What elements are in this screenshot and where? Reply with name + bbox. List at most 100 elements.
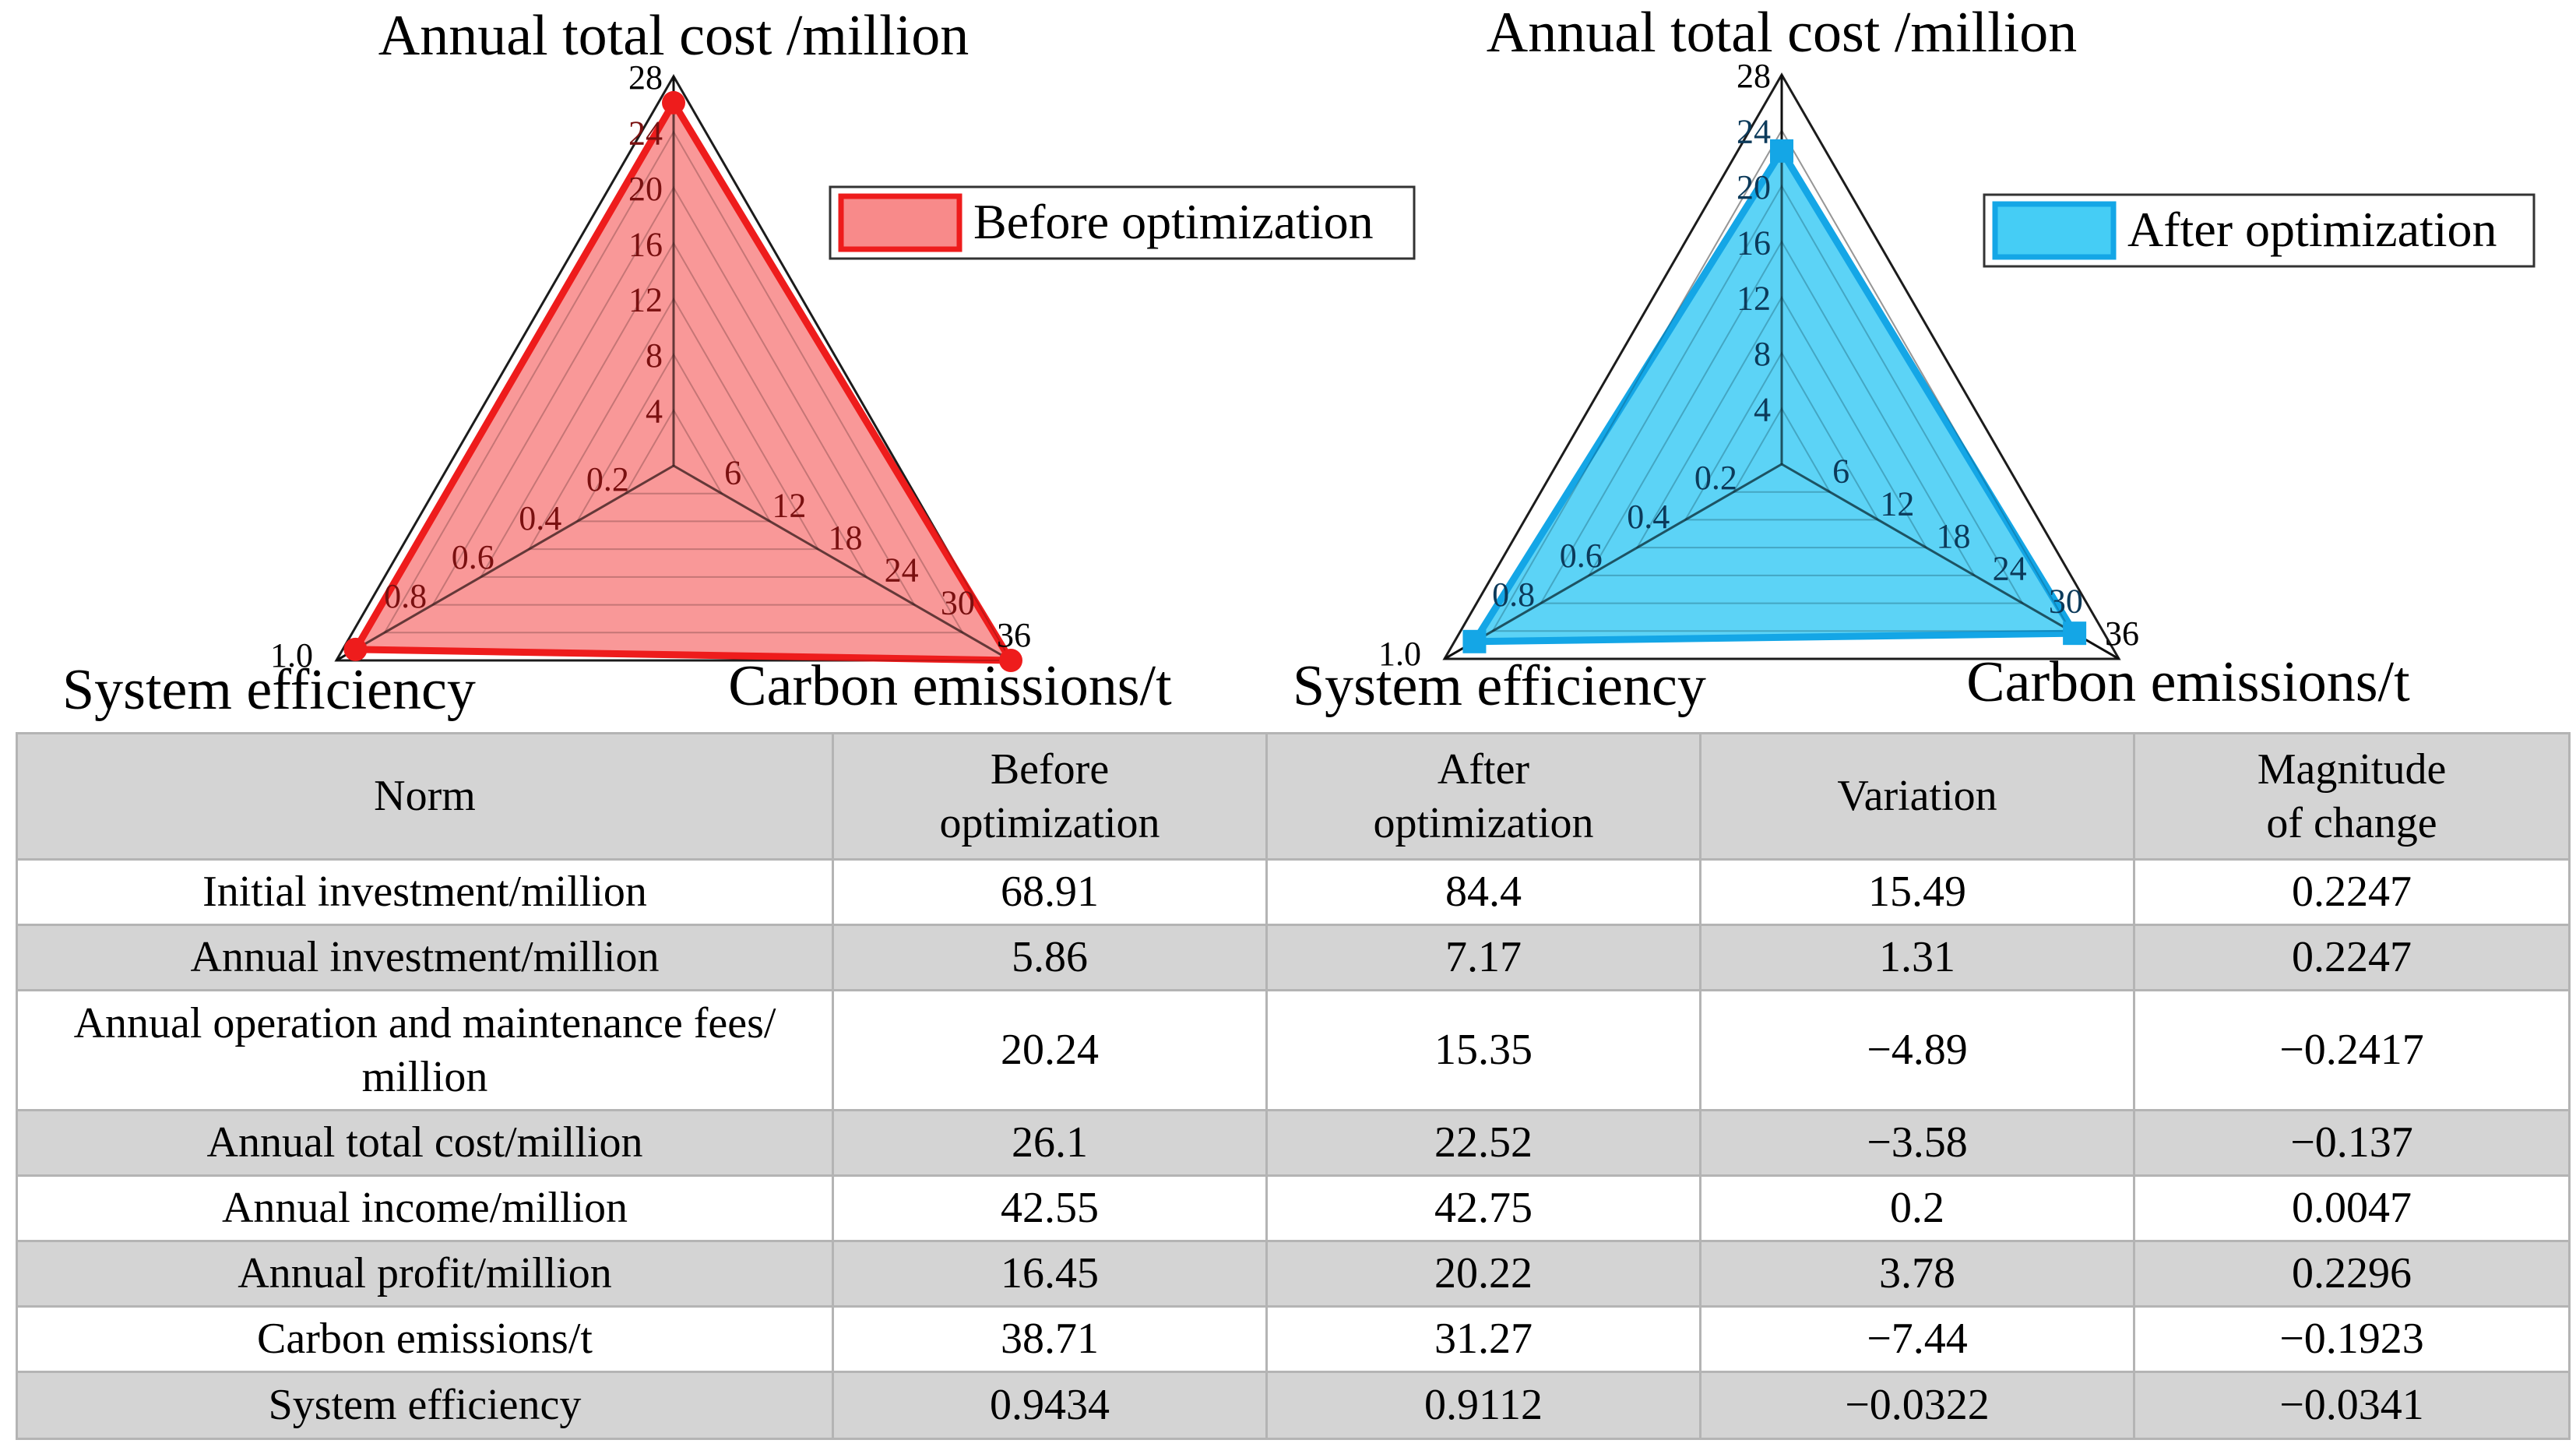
tick-label: 12: [772, 486, 806, 524]
row-label-cell: Initial investment/million: [16, 858, 834, 926]
grid-ring-overlay: [1587, 240, 1976, 576]
value-cell: 42.55: [832, 1174, 1268, 1242]
value-cell: 15.35: [1265, 989, 1701, 1111]
grid-ring-overlay: [335, 74, 1012, 661]
grid-ring-overlay: [1491, 129, 2072, 632]
tick-label: 0.8: [384, 577, 427, 615]
row-label-cell: Annual operation and maintenance fees/mi…: [16, 989, 834, 1111]
tick-label: 6: [1832, 452, 1849, 491]
tick-label: 18: [1937, 517, 1971, 555]
value-cell: 42.75: [1265, 1174, 1701, 1242]
value-cell: 38.71: [832, 1305, 1268, 1373]
table-row: Annual investment/million 5.86 7.17 1.31 0.2…: [16, 924, 2571, 991]
axis-spoke-overlay: [673, 464, 1012, 662]
tick-label: 16: [628, 225, 663, 263]
radar-chart-canvas: 4 8 12 16 20 24 28 6 12 18 24 30 36 0.2 0.4 0.6 0.8 1.0 An…: [62, 1, 2536, 722]
tick-label: 8: [1754, 335, 1771, 373]
tick-label: 24: [1737, 112, 1771, 150]
grid-ring-overlay: [1684, 351, 1880, 521]
value-cell: 20.24: [832, 989, 1268, 1111]
value-cell: −0.137: [2133, 1109, 2571, 1177]
comparison-table-container: Norm Before optimization After optimizatio…: [16, 732, 2571, 1440]
data-polygon: [1470, 147, 2078, 646]
grid-ring-overlay: [431, 185, 917, 606]
tick-label: 24: [628, 114, 663, 152]
value-cell: 31.27: [1265, 1305, 1701, 1373]
tick-label: 12: [1880, 484, 1914, 523]
axis-title-cost: Annual total cost /million: [1487, 1, 2077, 65]
data-point: [1770, 139, 1793, 163]
tick-label: 0.8: [1492, 576, 1535, 614]
axis-spoke-overlay: [1781, 463, 2120, 660]
value-cell: −3.58: [1699, 1109, 2135, 1177]
value-cell: 0.0047: [2133, 1174, 2571, 1242]
table-row: Annual profit/million 16.45 20.22 3.78 0.229…: [16, 1240, 2571, 1308]
tick-label: 0.2: [586, 460, 629, 498]
tick-label: 0.2: [1694, 459, 1737, 497]
tick-label: 1.0: [270, 636, 313, 674]
data-point: [343, 637, 368, 661]
value-cell: 3.78: [1699, 1240, 2135, 1308]
data-point: [662, 90, 685, 114]
grid-ring-overlay: [1635, 295, 1928, 549]
table-row: Initial investment/million 68.91 84.4 15.49…: [16, 858, 2571, 926]
row-label-cell: System efficiency: [16, 1371, 834, 1440]
tick-label: 24: [1993, 550, 2027, 588]
table-row: Annual total cost/million 26.1 22.52 −3.58−…: [16, 1109, 2571, 1177]
axis-title-cost: Annual total cost /million: [378, 4, 969, 68]
tick-label: 30: [941, 583, 975, 621]
data-point: [999, 649, 1023, 672]
value-cell: 0.9112: [1265, 1371, 1701, 1440]
legend-label: After optimization: [2127, 202, 2497, 257]
row-label-cell: Annual income/million: [16, 1174, 834, 1242]
value-cell: 0.2247: [2133, 924, 2571, 991]
value-cell: 20.22: [1265, 1240, 1701, 1308]
table-header-row: Norm Before optimization After optimizatio…: [16, 732, 2571, 861]
tick-label: 28: [1737, 57, 1771, 95]
tick-label: 20: [628, 170, 663, 208]
row-label-cell: Annual investment/million: [16, 924, 834, 991]
tick-label: 8: [646, 336, 663, 375]
value-cell: 5.86: [832, 924, 1268, 991]
value-cell: 68.91: [832, 858, 1268, 926]
tick-label: 0.6: [452, 538, 494, 576]
tick-label: 28: [628, 58, 663, 97]
value-cell: −7.44: [1699, 1305, 2135, 1373]
value-cell: 26.1: [832, 1109, 1268, 1177]
tick-label: 30: [2049, 582, 2083, 620]
value-cell: −0.0341: [2133, 1371, 2571, 1440]
axis-title-efficiency: System efficiency: [62, 658, 476, 722]
grid-ring-overlay: [383, 130, 964, 634]
table-row: Annual operation and maintenance fees/mi…: [16, 989, 2571, 1111]
grid-ring-overlay: [479, 241, 868, 578]
tick-label: 12: [1737, 280, 1771, 318]
tick-label: 18: [829, 519, 863, 557]
tick-label: 36: [997, 616, 1031, 654]
tick-label: 4: [1754, 391, 1771, 429]
tick-label: 16: [1737, 224, 1771, 262]
grid-ring-overlay: [624, 408, 723, 495]
tick-label: 0.4: [1627, 498, 1670, 536]
value-cell: 16.45: [832, 1240, 1268, 1308]
value-cell: 0.2296: [2133, 1240, 2571, 1308]
tick-label: 4: [646, 393, 663, 431]
header-variation: Variation: [1699, 732, 2135, 861]
tick-label: 12: [628, 281, 663, 319]
header-before: Before optimization: [832, 732, 1268, 861]
value-cell: 22.52: [1265, 1109, 1701, 1177]
grid-ring-overlay: [1732, 407, 1832, 493]
comparison-table: Norm Before optimization After optimizatio…: [16, 732, 2571, 1440]
legend-swatch: [838, 193, 962, 252]
grid-ring-overlay: [1539, 184, 2025, 604]
value-cell: −4.89: [1699, 989, 2135, 1111]
tick-label: 0.6: [1560, 537, 1603, 575]
row-label-cell: Carbon emissions/t: [16, 1305, 834, 1373]
tick-label: 24: [885, 551, 919, 590]
value-cell: 7.17: [1265, 924, 1701, 991]
table-row: Carbon emissions/t 38.71 31.27 −7.44 −0.1923: [16, 1305, 2571, 1373]
table-row: System efficiency 0.9434 0.9112 −0.0322 −0.0…: [16, 1371, 2571, 1440]
value-cell: 1.31: [1699, 924, 2135, 991]
data-point: [1462, 629, 1487, 653]
value-cell: −0.1923: [2133, 1305, 2571, 1373]
value-cell: −0.0322: [1699, 1371, 2135, 1440]
